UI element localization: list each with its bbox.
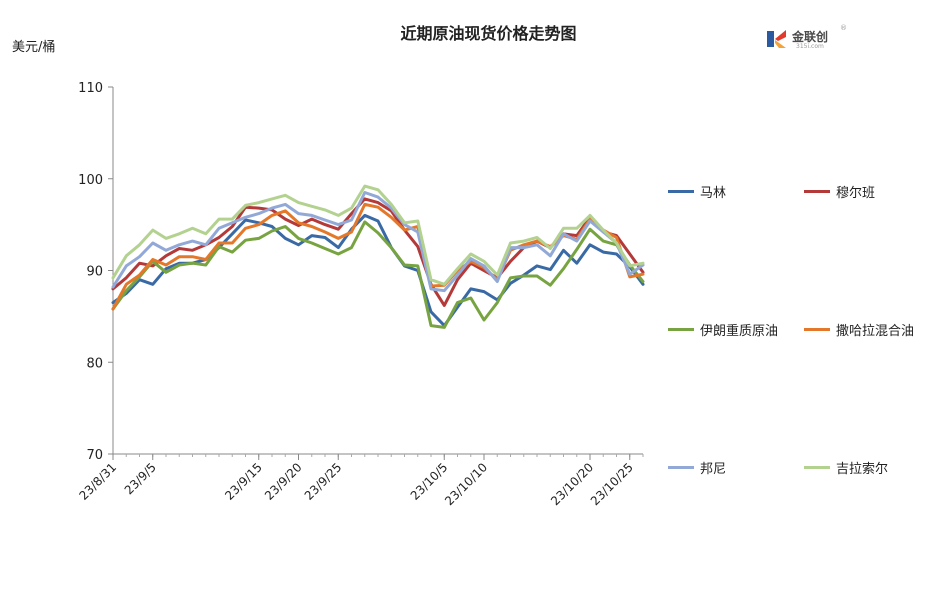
legend-label: 吉拉索尔 (836, 462, 889, 477)
x-tick-label: 23/10/20 (548, 460, 596, 508)
legend-label: 穆尔班 (836, 186, 876, 201)
legend-label: 邦尼 (700, 462, 727, 477)
x-tick-label: 23/10/10 (442, 460, 490, 508)
y-tick-label: 110 (78, 81, 103, 96)
legend-swatch (804, 466, 830, 469)
logo-mark-icon (767, 30, 786, 48)
y-tick-label: 90 (86, 265, 103, 280)
series-line (111, 191, 645, 293)
logo-subtext: 315i.com (796, 43, 824, 50)
x-tick-label: 23/9/5 (122, 460, 159, 497)
chart-title: 近期原油现货价格走势图 (400, 24, 577, 43)
legend-swatch (668, 190, 694, 193)
series-line (111, 220, 645, 329)
y-tick-label: 70 (86, 448, 103, 463)
x-tick-label: 23/9/25 (302, 460, 345, 503)
y-axis-unit-label: 美元/桶 (12, 40, 56, 55)
legend-label: 撒哈拉混合油 (836, 324, 915, 339)
legend-swatch (668, 328, 694, 331)
brand-logo: 金联创 315i.com ® (766, 24, 856, 52)
x-tick-label: 23/10/25 (588, 460, 636, 508)
legend-label: 马林 (700, 186, 727, 201)
logo-registered-mark: ® (840, 24, 847, 32)
x-tick-label: 23/9/20 (262, 460, 305, 503)
series-line (111, 184, 645, 286)
legend-swatch (804, 190, 830, 193)
logo-text: 金联创 (792, 30, 829, 44)
y-tick-label: 100 (78, 173, 103, 188)
series-line (111, 213, 645, 328)
x-tick-label: 23/9/15 (222, 460, 265, 503)
legend-label: 伊朗重质原油 (700, 324, 779, 339)
legend-swatch (804, 328, 830, 331)
legend-swatch (668, 466, 694, 469)
y-tick-label: 80 (86, 356, 103, 371)
x-tick-label: 23/8/31 (77, 460, 120, 503)
